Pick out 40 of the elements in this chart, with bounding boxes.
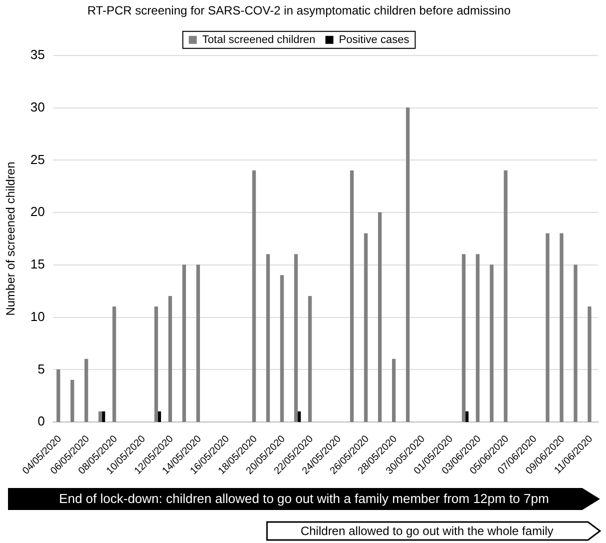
bar <box>112 306 116 422</box>
bar <box>168 296 172 422</box>
y-tick-label: 10 <box>30 308 45 324</box>
bar <box>98 411 102 422</box>
bar <box>84 358 88 422</box>
bar <box>462 254 466 422</box>
y-tick-label: 35 <box>30 46 45 62</box>
bar <box>574 264 578 422</box>
bar <box>266 254 270 422</box>
bar <box>588 306 592 422</box>
bar <box>350 170 354 422</box>
bar <box>154 306 158 422</box>
y-tick-label: 20 <box>30 204 45 220</box>
bar <box>252 170 256 422</box>
bar <box>280 275 284 422</box>
bar <box>364 233 368 422</box>
legend-label: Positive cases <box>338 34 410 46</box>
y-axis-title: Number of screened children <box>4 162 18 316</box>
bar <box>476 254 480 422</box>
bar <box>490 264 494 422</box>
bar <box>294 254 298 422</box>
y-tick-label: 30 <box>30 99 45 114</box>
bar <box>392 358 396 422</box>
bar <box>308 296 312 422</box>
bar <box>406 107 410 422</box>
bar <box>182 264 186 422</box>
bar <box>56 369 60 422</box>
bar <box>560 233 564 422</box>
y-tick-label: 15 <box>30 256 45 272</box>
y-tick-label: 0 <box>38 414 45 429</box>
bar <box>546 233 550 422</box>
y-tick-label: 25 <box>30 152 45 167</box>
chart-title: RT-PCR screening for SARS-COV-2 in asymptomatic children before admissino <box>87 4 511 18</box>
legend-label: Total screened children <box>202 34 316 46</box>
bar <box>70 380 74 422</box>
bar <box>504 170 508 422</box>
bar <box>378 212 382 422</box>
bar <box>196 264 200 422</box>
y-tick-label: 5 <box>38 361 45 376</box>
text: Children allowed to go out with the whole family <box>300 523 554 540</box>
